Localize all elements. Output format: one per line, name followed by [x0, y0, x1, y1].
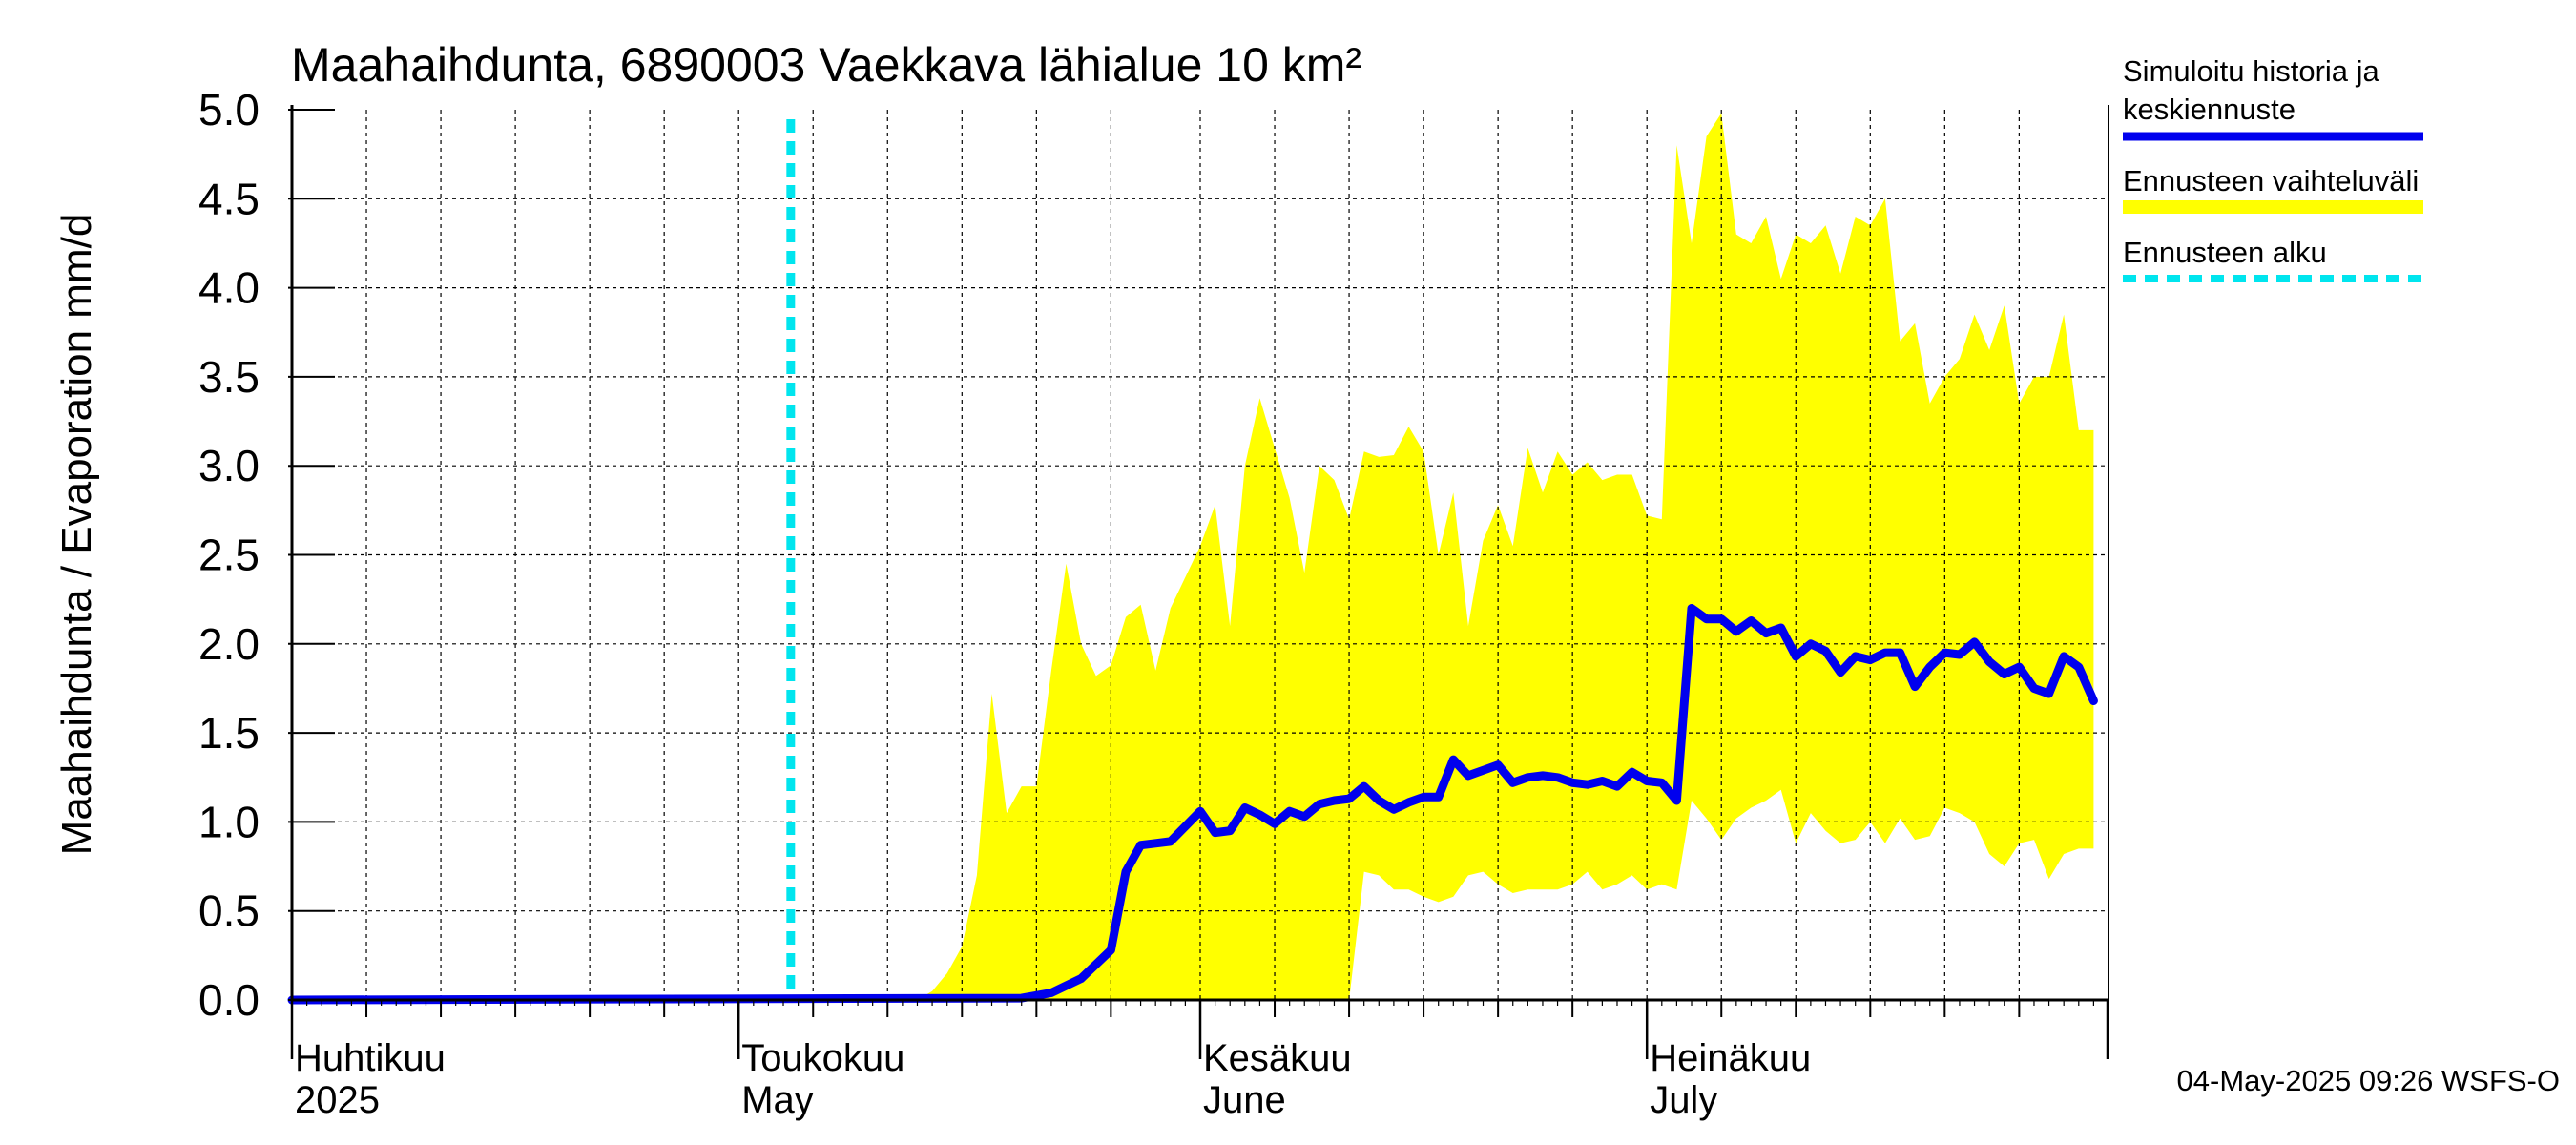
legend: Simuloitu historia ja keskiennuste Ennuste…	[2123, 54, 2423, 282]
legend-label: Simuloitu historia ja	[2123, 54, 2380, 88]
x-month-label-en: June	[1203, 1079, 1286, 1121]
grid-layer	[292, 110, 2109, 1000]
y-tick-label: 2.5	[198, 531, 260, 580]
y-tick-label: 3.5	[198, 352, 260, 402]
x-month-label-en: July	[1650, 1079, 1717, 1121]
x-month-label-fi: Toukokuu	[741, 1037, 904, 1079]
footer-timestamp: 04-May-2025 09:26 WSFS-O	[2177, 1064, 2560, 1097]
y-tick-label: 4.5	[198, 174, 260, 223]
y-tick-label: 2.0	[198, 619, 260, 669]
x-month-label-en: May	[741, 1079, 814, 1121]
simulated-mean-series-line	[287, 604, 2098, 1005]
x-month-label-fi: Huhtikuu	[295, 1037, 446, 1079]
axis-layer: 0.0 0.5 1.0 1.5 2.0 2.5 3.0 3.5 4.0 4.5 5.0 Huhtiku…	[198, 85, 2109, 1121]
x-month-label-fi: Heinäkuu	[1650, 1037, 1811, 1079]
legend-label: keskiennuste	[2123, 93, 2296, 126]
series-layer	[287, 604, 2098, 1005]
x-month-label-en: 2025	[295, 1079, 380, 1121]
y-tick-label: 1.5	[198, 708, 260, 758]
y-tick-label: 0.5	[198, 886, 260, 936]
y-tick-label: 0.0	[198, 975, 260, 1025]
forecast-range-band-layer	[917, 113, 2094, 1000]
y-axis-label: Maahaihdunta / Evaporation mm/d	[53, 214, 100, 856]
legend-label: Ennusteen vaihteluväli	[2123, 164, 2419, 198]
forecast-range-band	[917, 113, 2094, 1000]
legend-label: Ennusteen alku	[2123, 236, 2327, 269]
y-tick-label: 1.0	[198, 797, 260, 846]
y-tick-label: 4.0	[198, 263, 260, 313]
y-tick-label: 5.0	[198, 85, 260, 135]
y-tick-label: 3.0	[198, 441, 260, 490]
x-month-label-fi: Kesäkuu	[1203, 1037, 1352, 1079]
chart-title: Maahaihdunta, 6890003 Vaekkava lähialue …	[291, 38, 1361, 92]
